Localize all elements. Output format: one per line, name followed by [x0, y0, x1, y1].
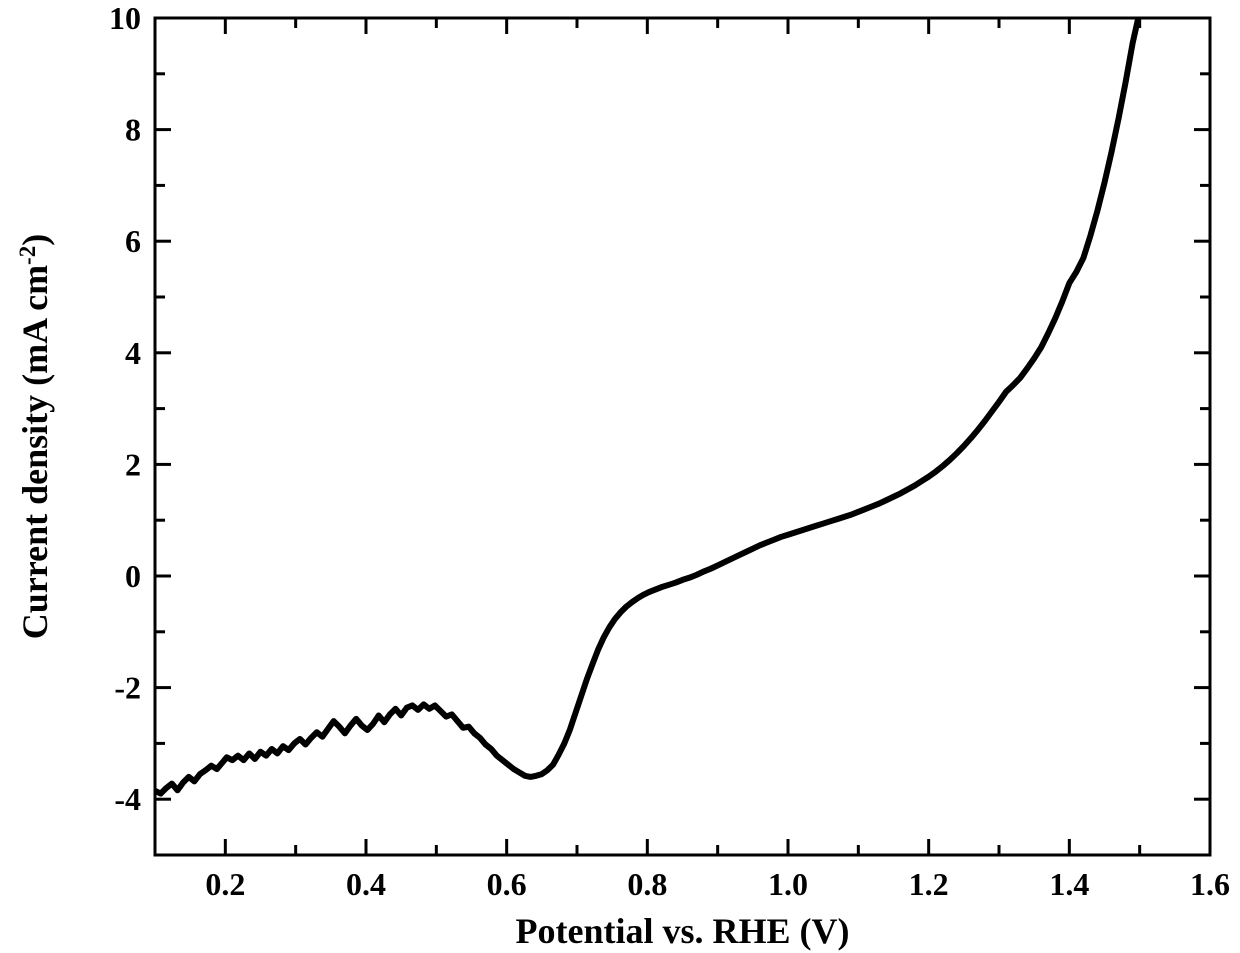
y-tick-label: -4: [114, 781, 141, 817]
y-tick-label: 6: [125, 223, 141, 259]
x-tick-label: 0.4: [346, 866, 386, 902]
y-tick-label: 4: [125, 335, 141, 371]
x-tick-label: 0.8: [627, 866, 667, 902]
y-axis-label: Current density (mA cm-2): [15, 234, 56, 639]
y-tick-label: 8: [125, 112, 141, 148]
y-tick-label: -2: [114, 670, 141, 706]
y-tick-label: 0: [125, 558, 141, 594]
x-tick-label: 0.6: [487, 866, 527, 902]
x-tick-label: 1.0: [768, 866, 808, 902]
x-tick-label: 1.2: [909, 866, 949, 902]
x-axis-label: Potential vs. RHE (V): [516, 911, 850, 951]
chart-background: [0, 0, 1240, 953]
x-tick-label: 0.2: [205, 866, 245, 902]
lsv-chart: 0.2 0.4 0.6 0.8 1.0 1.2 1.4 1.6 -4 -2 0 2 4 6 8 10 Poten…: [0, 0, 1240, 953]
x-tick-label: 1.6: [1190, 866, 1230, 902]
x-tick-label: 1.4: [1049, 866, 1089, 902]
y-tick-label: 10: [109, 0, 141, 36]
chart-svg: 0.2 0.4 0.6 0.8 1.0 1.2 1.4 1.6 -4 -2 0 2 4 6 8 10 Poten…: [0, 0, 1240, 953]
y-tick-label: 2: [125, 446, 141, 482]
